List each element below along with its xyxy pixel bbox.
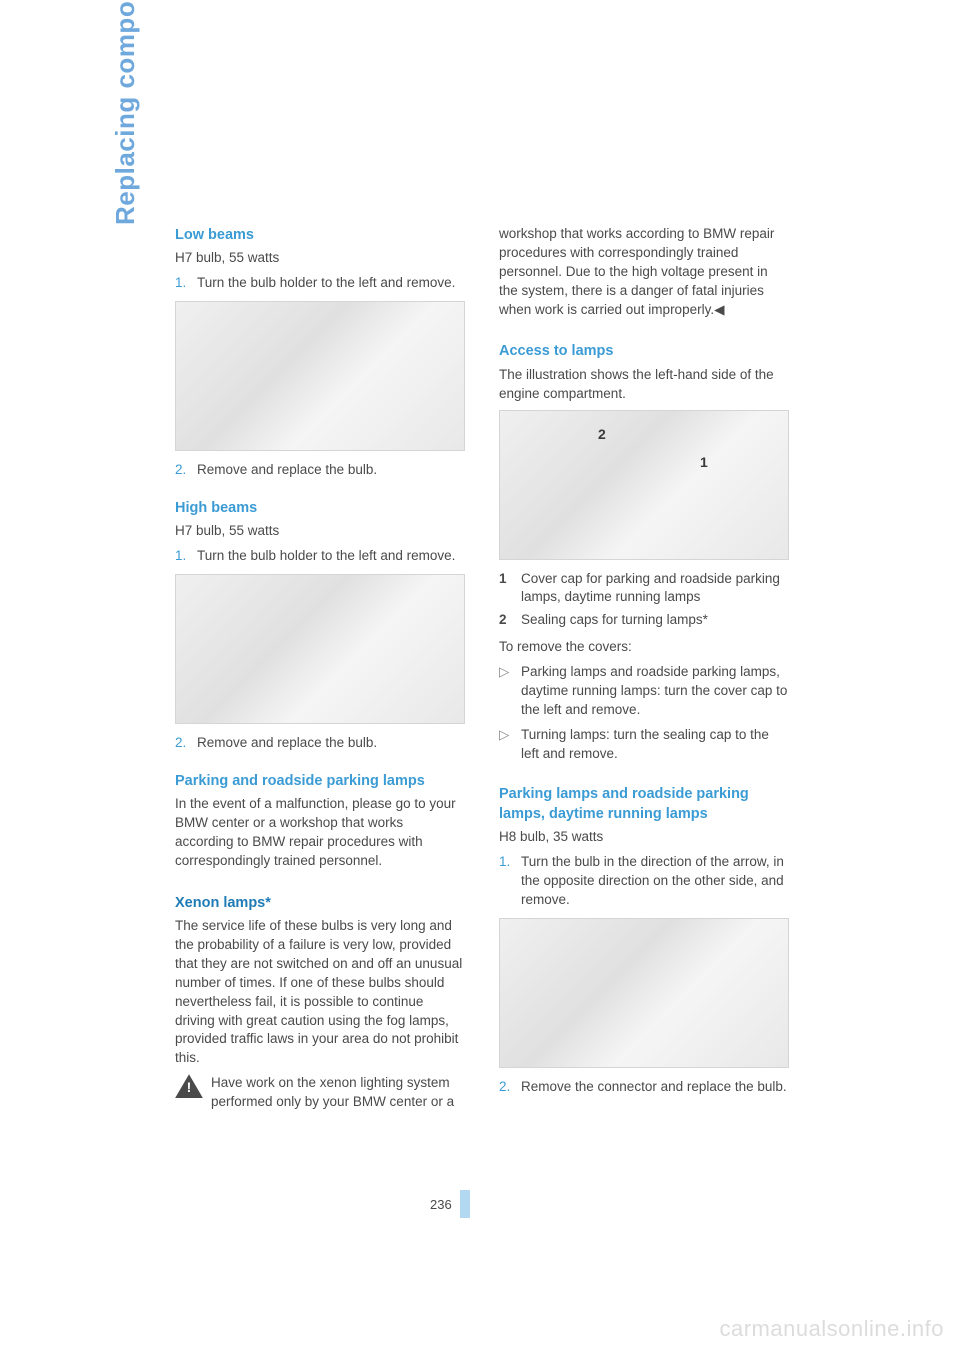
side-title: Replacing components [110, 0, 141, 225]
warning-text: Have work on the xenon lighting system p… [211, 1074, 465, 1112]
heading-high-beams: High beams [175, 498, 465, 518]
legend-text: Cover cap for parking and roadside parki… [521, 570, 789, 608]
high-beams-step1: 1. Turn the bulb holder to the left and … [175, 547, 465, 566]
step-number: 2. [175, 734, 189, 753]
figure-access: 2 1 [499, 410, 789, 560]
heading-xenon: Xenon lamps* [175, 893, 465, 913]
step-number: 1. [175, 274, 189, 293]
step-text: Turn the bulb holder to the left and rem… [197, 547, 455, 566]
page-content: Low beams H7 bulb, 55 watts 1. Turn the … [105, 225, 865, 1112]
low-beams-step1: 1. Turn the bulb holder to the left and … [175, 274, 465, 293]
step-text: Remove and replace the bulb. [197, 461, 377, 480]
heading-low-beams: Low beams [175, 225, 465, 245]
warning-row: Have work on the xenon lighting system p… [175, 1074, 465, 1112]
parking-daytime-spec: H8 bulb, 35 watts [499, 828, 789, 847]
xenon-continuation: workshop that works according to BMW rep… [499, 225, 789, 319]
figure-label-2: 2 [598, 425, 606, 445]
bullet-text: Parking lamps and roadside parking lamps… [521, 663, 789, 720]
heading-parking: Parking and roadside parking lamps [175, 771, 465, 791]
page-number-text: 236 [430, 1197, 452, 1212]
heading-parking-daytime: Parking lamps and roadside parking lamps… [499, 784, 789, 825]
heading-access: Access to lamps [499, 341, 789, 361]
step-number: 1. [499, 853, 513, 910]
page-number: 236 [430, 1190, 470, 1218]
figure-high-beams [175, 574, 465, 724]
warning-icon [175, 1074, 203, 1098]
high-beams-spec: H7 bulb, 55 watts [175, 522, 465, 541]
access-body: The illustration shows the left-hand sid… [499, 366, 789, 404]
legend-1: 1 Cover cap for parking and roadside par… [499, 570, 789, 608]
parking-daytime-step2: 2. Remove the connector and replace the … [499, 1078, 789, 1097]
high-beams-step2: 2. Remove and replace the bulb. [175, 734, 465, 753]
figure-label-1: 1 [700, 453, 708, 473]
parking-body: In the event of a malfunction, please go… [175, 795, 465, 871]
xenon-body: The service life of these bulbs is very … [175, 917, 465, 1068]
legend-2: 2 Sealing caps for turning lamps* [499, 611, 789, 630]
page-number-bar [460, 1190, 470, 1218]
step-number: 2. [499, 1078, 513, 1097]
low-beams-spec: H7 bulb, 55 watts [175, 249, 465, 268]
watermark: carmanualsonline.info [719, 1316, 944, 1342]
step-text: Turn the bulb holder to the left and rem… [197, 274, 455, 293]
legend-number: 2 [499, 611, 513, 630]
legend-number: 1 [499, 570, 513, 608]
step-text: Remove and replace the bulb. [197, 734, 377, 753]
bullet-1: ▷ Parking lamps and roadside parking lam… [499, 663, 789, 720]
parking-daytime-step1: 1. Turn the bulb in the direction of the… [499, 853, 789, 910]
remove-intro: To remove the covers: [499, 638, 789, 657]
figure-parking-daytime [499, 918, 789, 1068]
bullet-2: ▷ Turning lamps: turn the sealing cap to… [499, 726, 789, 764]
low-beams-step2: 2. Remove and replace the bulb. [175, 461, 465, 480]
figure-low-beams [175, 301, 465, 451]
bullet-text: Turning lamps: turn the sealing cap to t… [521, 726, 789, 764]
step-text: Remove the connector and replace the bul… [521, 1078, 787, 1097]
right-column: workshop that works according to BMW rep… [499, 225, 789, 1112]
triangle-bullet-icon: ▷ [499, 726, 513, 764]
triangle-bullet-icon: ▷ [499, 663, 513, 720]
step-number: 1. [175, 547, 189, 566]
step-text: Turn the bulb in the direction of the ar… [521, 853, 789, 910]
step-number: 2. [175, 461, 189, 480]
left-column: Low beams H7 bulb, 55 watts 1. Turn the … [175, 225, 465, 1112]
legend-text: Sealing caps for turning lamps* [521, 611, 708, 630]
